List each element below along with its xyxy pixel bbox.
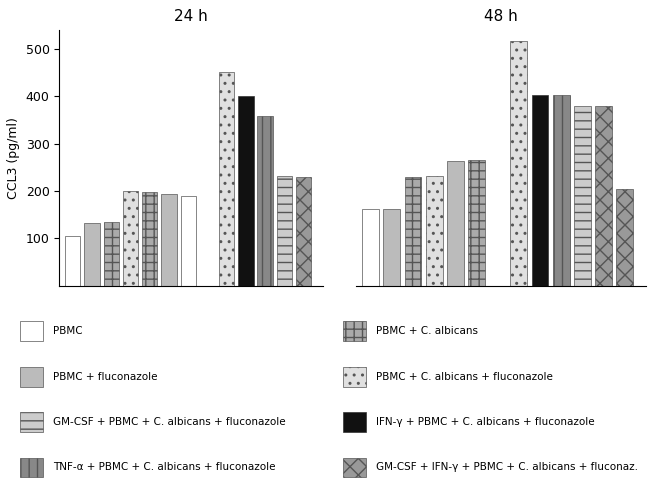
Title: 48 h: 48 h <box>484 9 518 24</box>
Bar <box>20 367 43 387</box>
Bar <box>510 41 527 286</box>
Bar <box>343 321 366 341</box>
Bar <box>405 177 422 286</box>
Bar <box>84 223 100 286</box>
Y-axis label: CCL3 (pg/ml): CCL3 (pg/ml) <box>7 117 20 199</box>
Bar <box>142 192 158 286</box>
Text: GM-CSF + PBMC + C. albicans + fluconazole: GM-CSF + PBMC + C. albicans + fluconazol… <box>53 417 285 427</box>
Bar <box>258 116 273 286</box>
Bar <box>277 176 292 286</box>
Bar <box>219 72 235 286</box>
Bar <box>161 194 177 286</box>
Bar <box>181 196 196 286</box>
Bar <box>343 367 366 387</box>
Bar <box>595 106 612 286</box>
Bar <box>343 412 366 432</box>
Bar <box>447 161 464 286</box>
Bar <box>468 160 485 286</box>
Bar <box>123 191 138 286</box>
Text: TNF-α + PBMC + C. albicans + fluconazole: TNF-α + PBMC + C. albicans + fluconazole <box>53 462 275 472</box>
Bar <box>103 222 119 286</box>
Bar <box>384 209 400 286</box>
Title: 24 h: 24 h <box>174 9 208 24</box>
Bar <box>426 176 443 286</box>
Bar <box>616 189 633 286</box>
Bar <box>20 321 43 341</box>
Text: PBMC + fluconazole: PBMC + fluconazole <box>53 372 158 382</box>
Text: GM-CSF + IFN-γ + PBMC + C. albicans + fluconaz.: GM-CSF + IFN-γ + PBMC + C. albicans + fl… <box>376 462 638 472</box>
Bar <box>65 236 80 286</box>
Bar <box>362 209 379 286</box>
Bar <box>296 177 311 286</box>
Text: IFN-γ + PBMC + C. albicans + fluconazole: IFN-γ + PBMC + C. albicans + fluconazole <box>376 417 594 427</box>
Text: PBMC + C. albicans + fluconazole: PBMC + C. albicans + fluconazole <box>376 372 552 382</box>
Bar <box>574 106 590 286</box>
Bar <box>20 412 43 432</box>
Bar <box>343 458 366 477</box>
Text: PBMC: PBMC <box>53 326 82 336</box>
Bar <box>20 458 43 477</box>
Bar <box>532 95 548 286</box>
Bar <box>553 95 569 286</box>
Text: PBMC + C. albicans: PBMC + C. albicans <box>376 326 478 336</box>
Bar <box>239 96 254 286</box>
